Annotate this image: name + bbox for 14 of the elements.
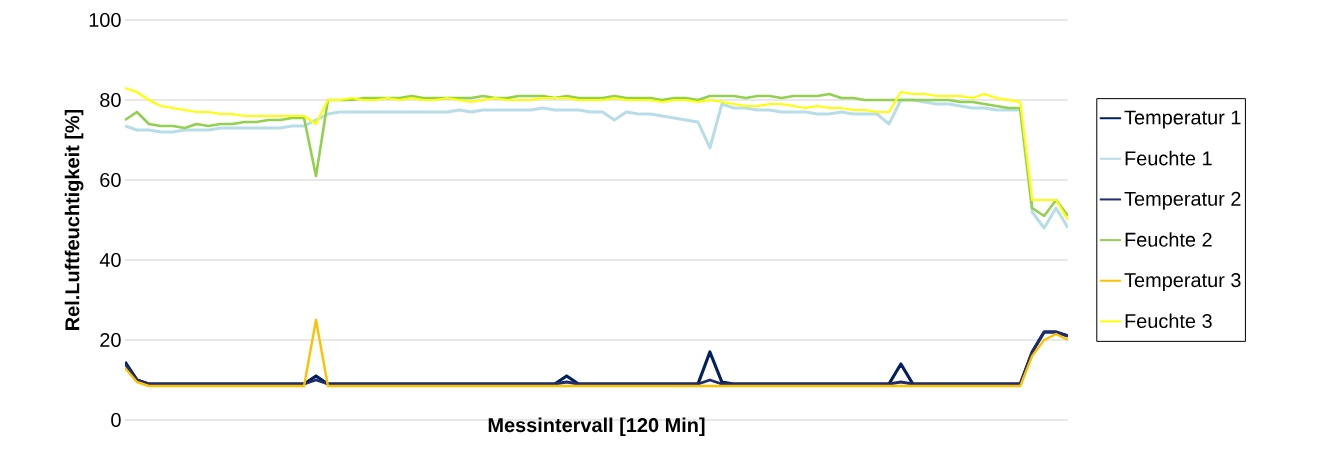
- x-axis-title: Messintervall [120 Min]: [488, 417, 705, 437]
- y-tick-label: 80: [100, 92, 121, 108]
- legend-label: Feuchte 1: [1125, 150, 1212, 166]
- y-tick-label: 20: [100, 332, 121, 348]
- legend-label: Temperatur 2: [1124, 191, 1241, 210]
- legend-label: Temperatur 3: [1124, 273, 1241, 292]
- y-axis-title: Rel.Luftfeuchtigkeit [%]: [64, 109, 84, 330]
- y-tick-label: 100: [89, 12, 121, 28]
- y-tick-label: 0: [111, 412, 121, 428]
- y-tick-label: 40: [99, 252, 121, 268]
- legend-label: Feuchte 3: [1125, 313, 1212, 329]
- legend-label: Feuchte 2: [1125, 232, 1212, 247]
- legend-label: Temperatur 1: [1124, 110, 1241, 129]
- y-tick-label: 60: [100, 172, 121, 188]
